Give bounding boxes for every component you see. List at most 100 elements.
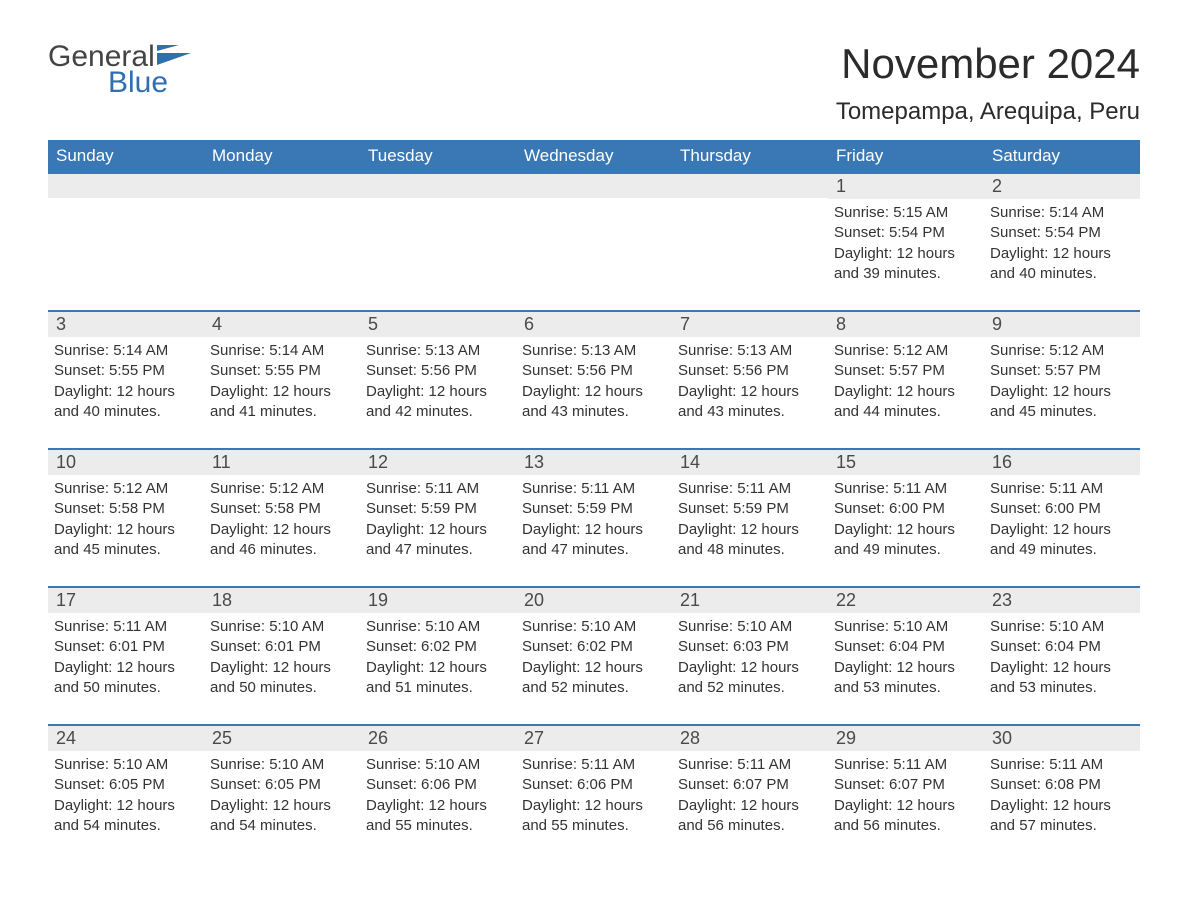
day-d2: and 40 minutes. [990, 264, 1134, 284]
day-info: Sunrise: 5:14 AMSunset: 5:55 PMDaylight:… [54, 341, 198, 422]
day-number-strip: 6 [516, 312, 672, 337]
day-cell: 29Sunrise: 5:11 AMSunset: 6:07 PMDayligh… [828, 726, 984, 852]
day-d1: Daylight: 12 hours [990, 244, 1134, 264]
day-sunrise: Sunrise: 5:15 AM [834, 203, 978, 223]
day-d1: Daylight: 12 hours [834, 658, 978, 678]
day-sunrise: Sunrise: 5:14 AM [54, 341, 198, 361]
day-cell: 9 Sunrise: 5:12 AMSunset: 5:57 PMDaylight… [984, 312, 1140, 438]
day-cell: 2Sunrise: 5:14 AMSunset: 5:54 PMDaylight… [984, 174, 1140, 300]
day-number-strip: 9 [984, 312, 1140, 337]
day-d1: Daylight: 12 hours [54, 382, 198, 402]
day-number: 26 [368, 728, 388, 748]
day-d1: Daylight: 12 hours [210, 382, 354, 402]
day-sunset: Sunset: 5:54 PM [834, 223, 978, 243]
day-sunset: Sunset: 6:02 PM [366, 637, 510, 657]
day-sunset: Sunset: 5:59 PM [366, 499, 510, 519]
day-info: Sunrise: 5:12 AMSunset: 5:57 PMDaylight:… [834, 341, 978, 422]
day-number: 22 [836, 590, 856, 610]
day-info: Sunrise: 5:12 AMSunset: 5:57 PMDaylight:… [990, 341, 1134, 422]
day-number-strip: 17 [48, 588, 204, 613]
day-number: 5 [368, 314, 378, 334]
day-sunset: Sunset: 6:07 PM [678, 775, 822, 795]
day-d2: and 53 minutes. [990, 678, 1134, 698]
day-d1: Daylight: 12 hours [834, 520, 978, 540]
day-d2: and 49 minutes. [834, 540, 978, 560]
day-cell: 7 Sunrise: 5:13 AMSunset: 5:56 PMDaylight… [672, 312, 828, 438]
day-sunset: Sunset: 6:04 PM [990, 637, 1134, 657]
day-d2: and 47 minutes. [522, 540, 666, 560]
day-info: Sunrise: 5:10 AMSunset: 6:03 PMDaylight:… [678, 617, 822, 698]
day-sunrise: Sunrise: 5:10 AM [366, 755, 510, 775]
day-info: Sunrise: 5:11 AMSunset: 6:08 PMDaylight:… [990, 755, 1134, 836]
day-info: Sunrise: 5:10 AMSunset: 6:06 PMDaylight:… [366, 755, 510, 836]
day-sunrise: Sunrise: 5:10 AM [990, 617, 1134, 637]
day-d2: and 49 minutes. [990, 540, 1134, 560]
day-number: 23 [992, 590, 1012, 610]
calendar-week: 1Sunrise: 5:15 AMSunset: 5:54 PMDaylight… [48, 172, 1140, 300]
day-info: Sunrise: 5:12 AMSunset: 5:58 PMDaylight:… [54, 479, 198, 560]
weekday-header: Tuesday [360, 140, 516, 172]
day-cell: 8 Sunrise: 5:12 AMSunset: 5:57 PMDaylight… [828, 312, 984, 438]
empty-day-strip [204, 174, 360, 198]
day-sunrise: Sunrise: 5:14 AM [210, 341, 354, 361]
day-d1: Daylight: 12 hours [522, 382, 666, 402]
day-d1: Daylight: 12 hours [210, 658, 354, 678]
day-cell [48, 174, 204, 300]
day-sunrise: Sunrise: 5:12 AM [54, 479, 198, 499]
day-number-strip: 15 [828, 450, 984, 475]
day-number-strip: 14 [672, 450, 828, 475]
day-info: Sunrise: 5:13 AMSunset: 5:56 PMDaylight:… [678, 341, 822, 422]
day-number: 4 [212, 314, 222, 334]
day-sunrise: Sunrise: 5:11 AM [990, 755, 1134, 775]
day-d2: and 52 minutes. [678, 678, 822, 698]
day-sunset: Sunset: 5:59 PM [522, 499, 666, 519]
day-cell: 4 Sunrise: 5:14 AMSunset: 5:55 PMDaylight… [204, 312, 360, 438]
calendar-week: 3Sunrise: 5:14 AMSunset: 5:55 PMDaylight… [48, 310, 1140, 438]
day-info: Sunrise: 5:11 AMSunset: 6:01 PMDaylight:… [54, 617, 198, 698]
day-sunrise: Sunrise: 5:11 AM [990, 479, 1134, 499]
day-info: Sunrise: 5:11 AMSunset: 6:07 PMDaylight:… [834, 755, 978, 836]
day-number: 3 [56, 314, 66, 334]
day-sunset: Sunset: 6:01 PM [54, 637, 198, 657]
day-number: 10 [56, 452, 76, 472]
day-d1: Daylight: 12 hours [990, 796, 1134, 816]
day-d2: and 42 minutes. [366, 402, 510, 422]
day-d2: and 48 minutes. [678, 540, 822, 560]
day-sunset: Sunset: 6:06 PM [366, 775, 510, 795]
day-sunrise: Sunrise: 5:10 AM [522, 617, 666, 637]
day-info: Sunrise: 5:14 AMSunset: 5:55 PMDaylight:… [210, 341, 354, 422]
day-d2: and 40 minutes. [54, 402, 198, 422]
day-d2: and 53 minutes. [834, 678, 978, 698]
day-cell: 22Sunrise: 5:10 AMSunset: 6:04 PMDayligh… [828, 588, 984, 714]
day-sunrise: Sunrise: 5:10 AM [834, 617, 978, 637]
calendar: SundayMondayTuesdayWednesdayThursdayFrid… [48, 140, 1140, 852]
day-cell: 17 Sunrise: 5:11 AMSunset: 6:01 PMDayligh… [48, 588, 204, 714]
day-cell: 16Sunrise: 5:11 AMSunset: 6:00 PMDayligh… [984, 450, 1140, 576]
day-number: 16 [992, 452, 1012, 472]
day-d1: Daylight: 12 hours [990, 658, 1134, 678]
day-number: 7 [680, 314, 690, 334]
day-info: Sunrise: 5:10 AMSunset: 6:05 PMDaylight:… [210, 755, 354, 836]
day-sunset: Sunset: 6:05 PM [54, 775, 198, 795]
day-number: 8 [836, 314, 846, 334]
day-number-strip: 18 [204, 588, 360, 613]
day-sunset: Sunset: 6:06 PM [522, 775, 666, 795]
day-sunset: Sunset: 5:56 PM [678, 361, 822, 381]
day-info: Sunrise: 5:11 AMSunset: 5:59 PMDaylight:… [678, 479, 822, 560]
day-number: 18 [212, 590, 232, 610]
day-number: 11 [212, 452, 231, 472]
day-d2: and 52 minutes. [522, 678, 666, 698]
day-cell: 28Sunrise: 5:11 AMSunset: 6:07 PMDayligh… [672, 726, 828, 852]
day-info: Sunrise: 5:14 AMSunset: 5:54 PMDaylight:… [990, 203, 1134, 284]
day-sunset: Sunset: 5:55 PM [54, 361, 198, 381]
day-d1: Daylight: 12 hours [522, 796, 666, 816]
day-d2: and 54 minutes. [54, 816, 198, 836]
day-number: 24 [56, 728, 76, 748]
day-number-strip: 22 [828, 588, 984, 613]
day-info: Sunrise: 5:10 AMSunset: 6:01 PMDaylight:… [210, 617, 354, 698]
day-number: 25 [212, 728, 232, 748]
day-d2: and 47 minutes. [366, 540, 510, 560]
day-d1: Daylight: 12 hours [678, 796, 822, 816]
day-info: Sunrise: 5:11 AMSunset: 6:00 PMDaylight:… [834, 479, 978, 560]
day-cell: 10 Sunrise: 5:12 AMSunset: 5:58 PMDayligh… [48, 450, 204, 576]
